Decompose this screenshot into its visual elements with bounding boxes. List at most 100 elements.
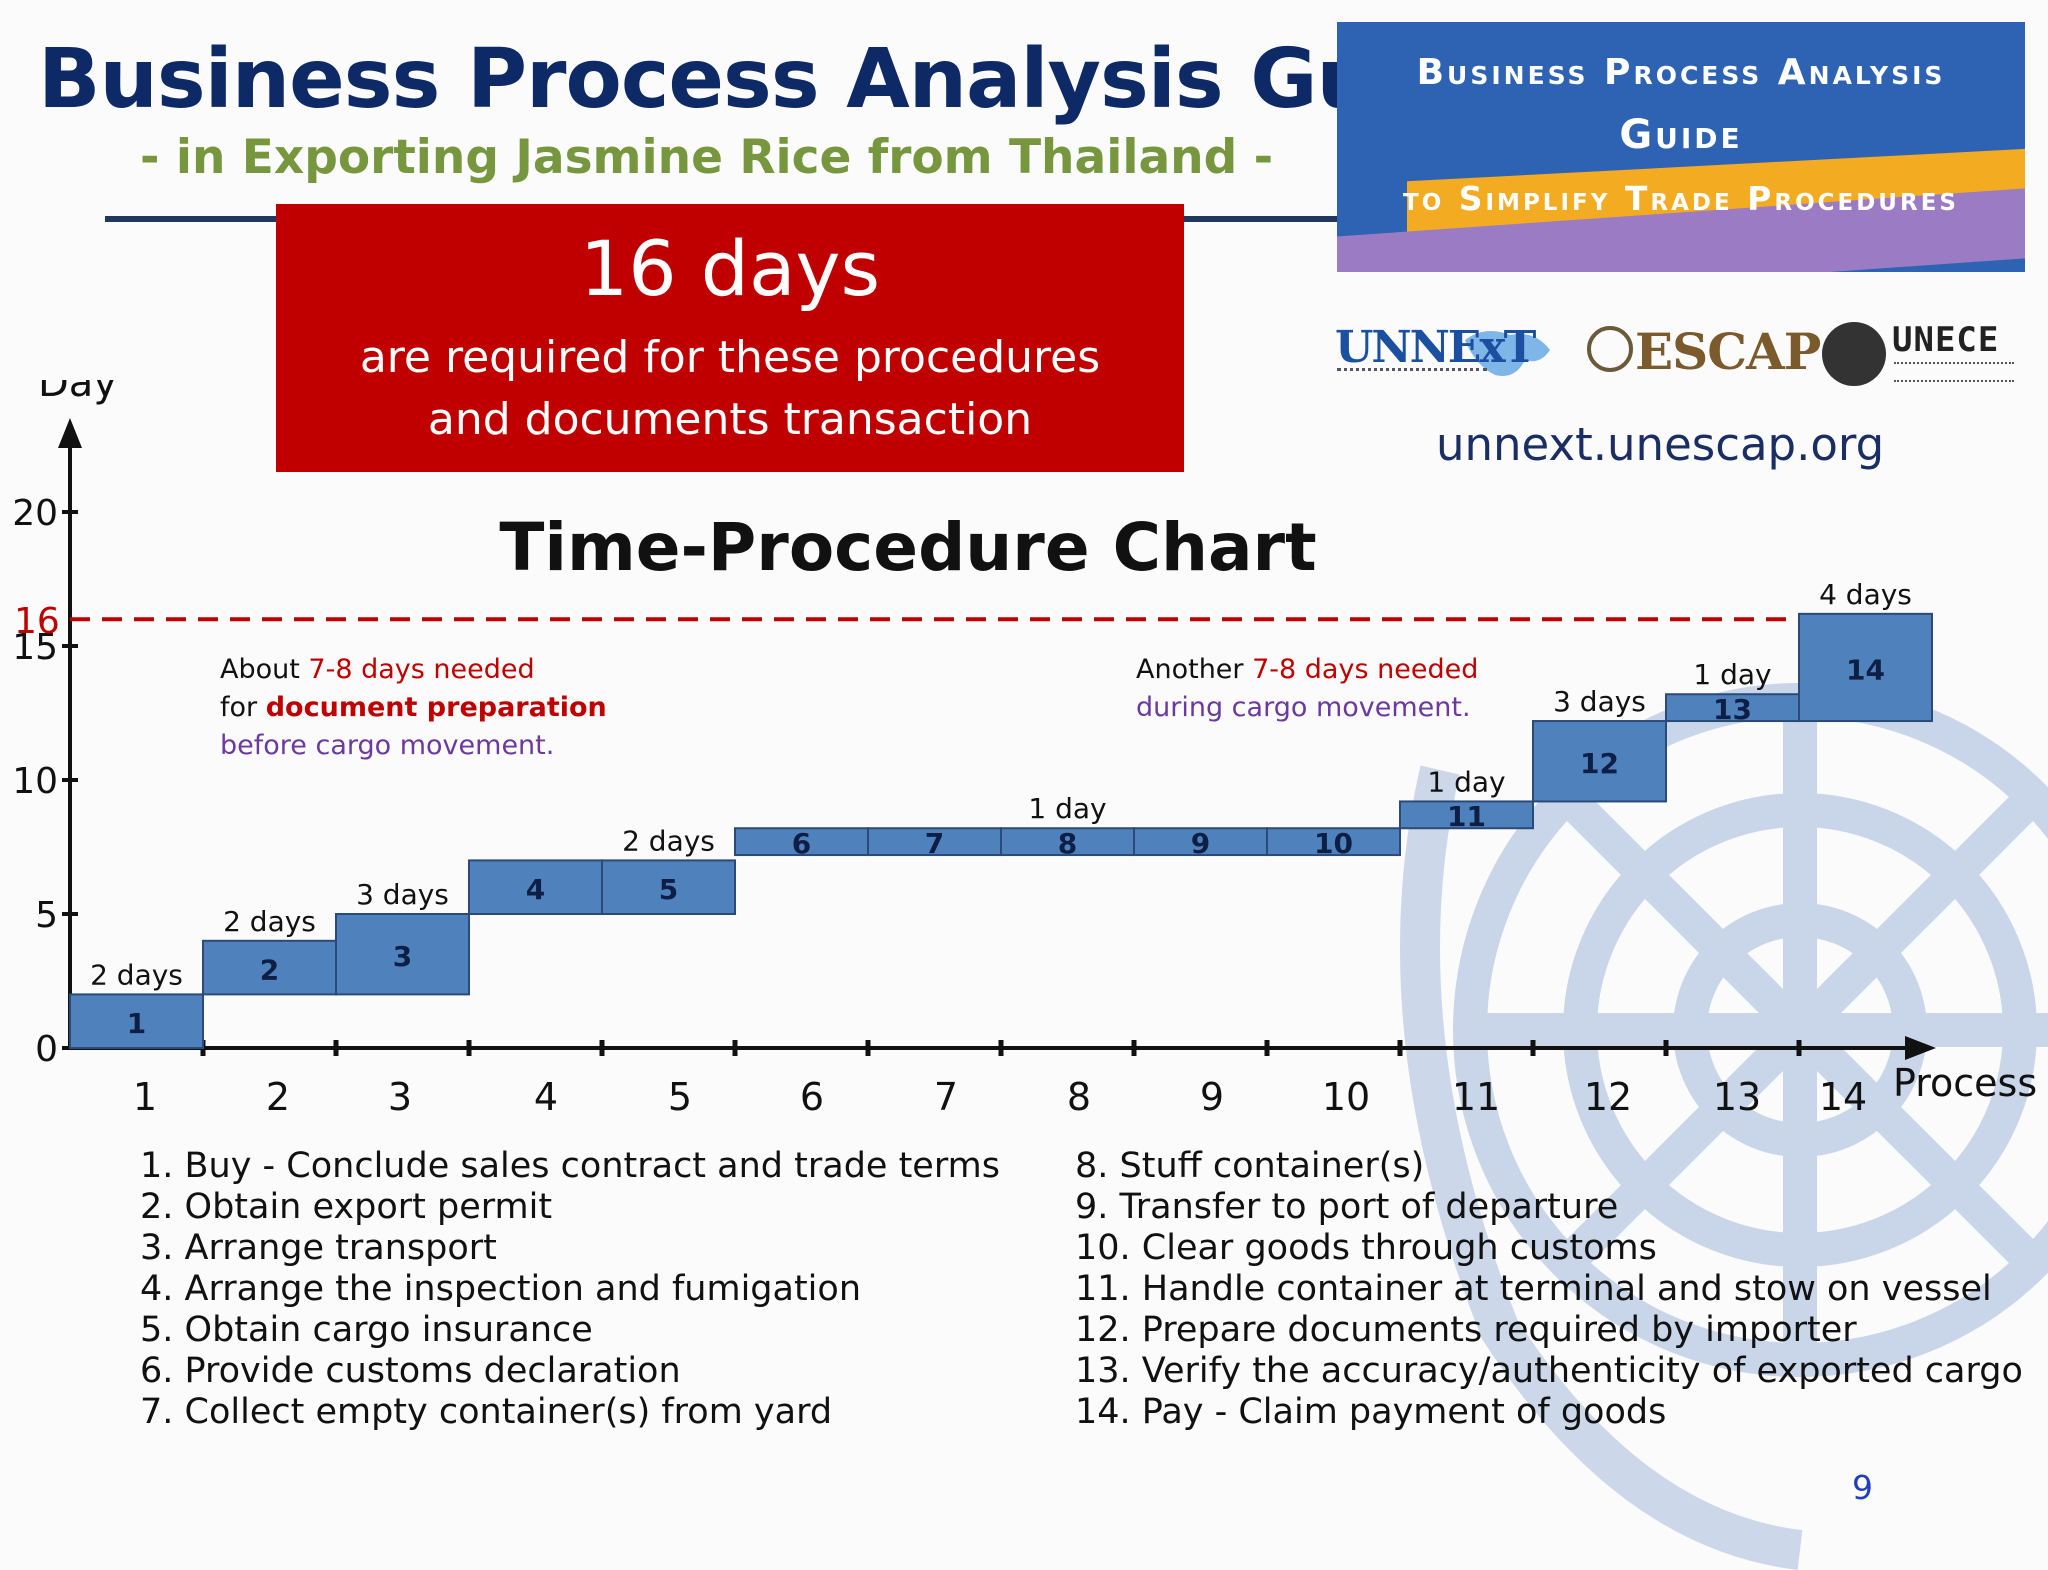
unece-logo-tagline <box>1894 362 2014 382</box>
legend-item: 2. Obtain export permit <box>140 1187 553 1227</box>
x-tick-label: 7 <box>934 1075 958 1119</box>
legend-item: 5. Obtain cargo insurance <box>140 1310 593 1350</box>
procedure-bar-3 <box>335 913 470 996</box>
un-seal-icon <box>1822 322 1886 386</box>
procedure-bar-5 <box>601 859 736 916</box>
reference-line-label: 16 <box>14 601 60 642</box>
procedure-legend-left: 1. Buy - Conclude sales contract and tra… <box>140 1146 1000 1433</box>
unnext-logo-tagline <box>1337 368 1487 385</box>
annotation-left-line-2: for document preparation <box>220 692 607 723</box>
duration-label: 1 day <box>1028 792 1106 825</box>
x-tick-label: 1 <box>133 1075 157 1119</box>
unece-logo-text: UNECE <box>1892 320 2000 360</box>
x-tick-label: 14 <box>1819 1075 1867 1119</box>
x-tick-label: 2 <box>266 1075 290 1119</box>
legend-item: 8. Stuff container(s) <box>1075 1146 1425 1186</box>
procedure-bar-13 <box>1665 693 1800 723</box>
y-axis-label: Day <box>38 380 117 406</box>
x-tick-label: 4 <box>534 1075 558 1119</box>
x-tick-label: 9 <box>1200 1075 1224 1119</box>
x-tick-label: 10 <box>1322 1075 1370 1119</box>
duration-label: 3 days <box>356 878 449 911</box>
legend-item: 7. Collect empty container(s) from yard <box>140 1392 833 1432</box>
x-tick-label: 3 <box>388 1075 412 1119</box>
duration-label: 2 days <box>622 824 715 857</box>
duration-label: 1 day <box>1427 765 1505 798</box>
duration-label: 1 day <box>1693 658 1771 691</box>
legend-item: 13. Verify the accuracy/authenticity of … <box>1075 1351 2023 1391</box>
procedure-bar-label: 4 <box>526 873 545 906</box>
y-tick-label: 15 <box>12 627 58 668</box>
x-tick-label: 12 <box>1584 1075 1632 1119</box>
guide-banner: Business Process Analysis Guide to Simpl… <box>1337 22 2025 272</box>
y-axis-arrow-icon <box>58 418 82 448</box>
procedure-bar-2 <box>202 939 337 996</box>
un-emblem-watermark <box>1400 683 2048 1570</box>
legend-item: 1. Buy - Conclude sales contract and tra… <box>140 1146 1000 1186</box>
procedure-bar-label: 3 <box>393 940 412 973</box>
y-tick-label: 0 <box>35 1029 58 1070</box>
legend-item: 12. Prepare documents required by import… <box>1075 1310 1857 1350</box>
legend-item: 9. Transfer to port of departure <box>1075 1187 1619 1227</box>
legend-item: 3. Arrange transport <box>140 1228 497 1268</box>
procedure-bar-1 <box>69 993 204 1050</box>
summary-days: 16 days <box>579 224 881 313</box>
summary-box: 16 days are required for these procedure… <box>276 204 1184 472</box>
summary-line-1: are required for these procedures <box>359 332 1101 383</box>
escap-logo-text: ESCAP <box>1635 322 1821 381</box>
legend-item: 10. Clear goods through customs <box>1075 1228 1657 1268</box>
world-map-icon <box>1465 331 1550 376</box>
x-axis-label: Process <box>1893 1061 2037 1105</box>
annotation-left-line-1: About 7-8 days needed <box>220 654 535 685</box>
y-tick-label: 5 <box>35 895 58 936</box>
chart-title: Time-Procedure Chart <box>499 509 1316 586</box>
procedure-bar-12 <box>1532 720 1667 803</box>
procedure-bar-label: 7 <box>925 827 944 860</box>
legend-item: 6. Provide customs declaration <box>140 1351 681 1391</box>
chart-bars <box>69 612 1933 1050</box>
x-tick-label: 6 <box>800 1075 824 1119</box>
procedure-bar-label: 1 <box>127 1007 146 1040</box>
summary-line-2: and documents transaction <box>427 394 1033 445</box>
annotation-left-line-3: before cargo movement. <box>220 730 554 761</box>
procedure-bar-11 <box>1399 800 1534 830</box>
unnext-logo-text: UNNExT <box>1335 322 1536 373</box>
x-tick-label: 13 <box>1713 1075 1761 1119</box>
procedure-bar-4 <box>468 859 603 916</box>
procedure-bar-label: 2 <box>260 954 279 987</box>
duration-label: 4 days <box>1819 578 1912 611</box>
unnext-logo: UNNExT <box>1335 318 1555 390</box>
procedure-bar-10 <box>1266 827 1401 857</box>
procedure-bar-label: 10 <box>1314 827 1353 860</box>
procedure-bar-7 <box>867 827 1002 857</box>
procedure-bar-6 <box>734 827 869 857</box>
procedure-bar-8 <box>1000 827 1135 857</box>
chart-texts: Time-Procedure Chart Day Process About 7… <box>12 380 2037 1119</box>
annotation-right-line-2: during cargo movement. <box>1136 692 1471 723</box>
time-procedure-chart: Time-Procedure Chart Day Process About 7… <box>12 380 2037 1119</box>
legend-item: 4. Arrange the inspection and fumigation <box>140 1269 862 1309</box>
duration-label: 3 days <box>1553 685 1646 718</box>
legend-item: 14. Pay - Claim payment of goods <box>1075 1392 1667 1432</box>
legend-item: 11. Handle container at terminal and sto… <box>1075 1269 1992 1309</box>
annotation-right-line-1: Another 7-8 days needed <box>1136 654 1478 685</box>
duration-label: 2 days <box>223 905 316 938</box>
procedure-bar-label: 12 <box>1580 747 1619 780</box>
procedure-bar-label: 9 <box>1191 827 1210 860</box>
website-link[interactable]: unnext.unescap.org <box>1436 418 1885 471</box>
procedure-legend-right: 8. Stuff container(s) 9. Transfer to port… <box>1075 1146 2023 1433</box>
x-tick-label: 8 <box>1067 1075 1091 1119</box>
procedure-bar-label: 6 <box>792 827 811 860</box>
procedure-bar-label: 14 <box>1846 653 1885 686</box>
x-tick-label: 11 <box>1452 1075 1500 1119</box>
x-axis-arrow-icon <box>1905 1036 1936 1060</box>
page-title: Business Process Analysis Guide <box>38 32 1514 127</box>
procedure-bar-14 <box>1798 612 1933 723</box>
procedure-bar-label: 11 <box>1447 800 1486 833</box>
chart-axes <box>58 418 1936 1060</box>
x-tick-label: 5 <box>668 1075 692 1119</box>
page-subtitle: - in Exporting Jasmine Rice from Thailan… <box>140 130 1274 185</box>
escap-logo: ESCAP <box>1585 318 1821 390</box>
banner-line-1: Business Process Analysis <box>1416 52 1946 93</box>
procedure-bar-label: 8 <box>1058 827 1077 860</box>
